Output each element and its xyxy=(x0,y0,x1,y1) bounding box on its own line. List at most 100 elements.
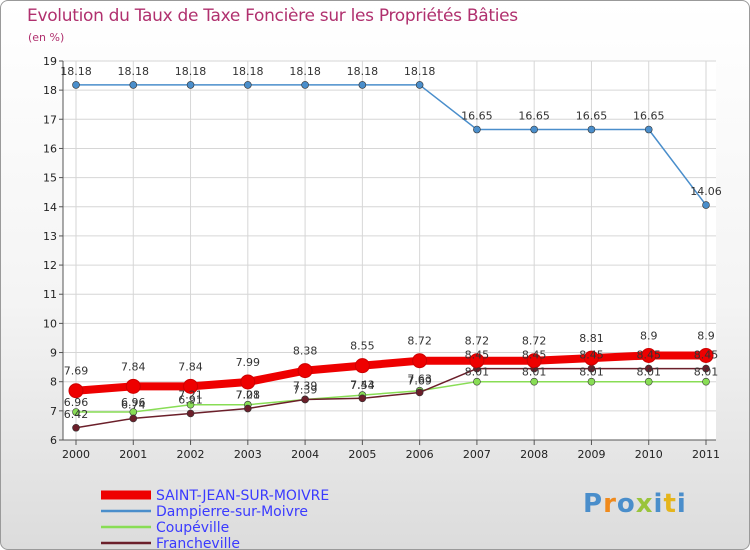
data-point xyxy=(644,364,653,373)
data-label: 6.74 xyxy=(121,398,146,411)
data-label: 8.45 xyxy=(522,349,547,362)
data-label: 16.65 xyxy=(461,110,493,123)
data-point xyxy=(129,81,138,89)
data-point xyxy=(641,347,657,363)
data-point xyxy=(301,395,309,404)
data-label: 8.72 xyxy=(522,335,547,348)
data-point xyxy=(526,353,542,369)
data-label: 8.01 xyxy=(522,366,547,379)
data-label: 16.65 xyxy=(633,110,665,123)
data-point xyxy=(530,125,538,134)
data-label: 7.84 xyxy=(121,360,146,373)
data-point xyxy=(301,81,309,89)
y-tick-label: 19 xyxy=(43,55,57,68)
data-point xyxy=(72,408,80,416)
data-point xyxy=(587,377,596,386)
x-tick-label: 2001 xyxy=(119,448,147,461)
data-label: 8.38 xyxy=(293,345,318,358)
data-point xyxy=(244,404,252,413)
series-line-coupeville xyxy=(75,380,707,413)
y-tick-label: 17 xyxy=(43,113,57,126)
data-label: 8.81 xyxy=(579,332,604,345)
data-point xyxy=(186,400,195,409)
data-point xyxy=(702,364,710,373)
data-label: 8.45 xyxy=(465,349,490,362)
data-point xyxy=(473,377,481,386)
y-tick-label: 16 xyxy=(43,142,57,155)
data-point xyxy=(415,388,424,397)
data-point xyxy=(587,125,596,134)
data-label: 7.08 xyxy=(236,389,261,402)
data-point xyxy=(415,81,424,89)
x-tick-label: 2006 xyxy=(406,448,434,461)
y-unit-label: (en %) xyxy=(28,31,65,44)
x-tick-label: 2008 xyxy=(520,448,548,461)
data-label: 6.91 xyxy=(178,393,203,406)
data-label: 7.21 xyxy=(178,389,203,402)
data-point xyxy=(183,378,199,394)
y-tick-label: 15 xyxy=(43,172,57,185)
data-label: 18.18 xyxy=(118,65,150,78)
y-tick-label: 10 xyxy=(43,317,57,330)
data-label: 6.96 xyxy=(121,396,146,409)
y-tick-label: 11 xyxy=(43,288,57,301)
data-label: 7.39 xyxy=(293,383,318,396)
legend-label-francheville: Francheville xyxy=(156,536,240,549)
data-label: 8.45 xyxy=(636,349,661,362)
data-label: 7.43 xyxy=(350,378,375,391)
data-point xyxy=(469,353,485,369)
plot-area xyxy=(63,61,716,440)
data-label: 18.18 xyxy=(404,65,436,78)
data-point xyxy=(698,347,714,363)
data-point xyxy=(240,374,256,390)
data-point xyxy=(72,423,80,432)
data-point xyxy=(644,125,653,134)
data-point xyxy=(297,363,313,379)
data-label: 8.9 xyxy=(697,329,715,342)
data-point xyxy=(530,377,538,386)
data-label: 18.18 xyxy=(60,65,92,78)
data-point xyxy=(702,377,710,386)
data-label: 8.72 xyxy=(465,335,490,348)
series-line-dampierre-sur-moivre xyxy=(75,84,707,206)
data-label: 7.21 xyxy=(236,389,261,402)
data-point xyxy=(358,81,367,89)
data-point xyxy=(186,409,195,418)
data-point xyxy=(644,377,653,386)
data-label: 8.01 xyxy=(694,366,719,379)
legend-label-dampierre-sur-moivre: Dampierre-sur-Moivre xyxy=(156,504,308,520)
data-label: 7.69 xyxy=(407,375,432,388)
data-label: 7.99 xyxy=(236,356,261,369)
data-point xyxy=(129,414,138,423)
chart-title: Evolution du Taux de Taxe Foncière sur l… xyxy=(27,6,518,26)
y-tick-label: 9 xyxy=(50,347,57,360)
data-label: 7.39 xyxy=(293,379,318,392)
proxiti-logo: Proxiti xyxy=(583,489,687,519)
x-tick-label: 2002 xyxy=(177,448,205,461)
x-tick-label: 2003 xyxy=(234,448,262,461)
data-label: 8.55 xyxy=(350,340,375,353)
y-tick-label: 14 xyxy=(43,201,57,214)
y-tick-label: 13 xyxy=(43,230,57,243)
legend-label-saint-jean-sur-moivre: SAINT-JEAN-SUR-MOIVRE xyxy=(156,488,329,504)
y-tick-label: 6 xyxy=(50,434,57,447)
data-point xyxy=(125,378,141,394)
series-line-saint-jean-sur-moivre xyxy=(72,351,710,395)
x-tick-label: 2000 xyxy=(62,448,90,461)
data-point xyxy=(412,353,428,369)
x-tick-label: 2005 xyxy=(348,448,376,461)
data-label: 18.18 xyxy=(347,65,379,78)
data-label: 8.01 xyxy=(579,366,604,379)
data-point xyxy=(72,81,80,89)
x-tick-label: 2009 xyxy=(577,448,605,461)
data-point xyxy=(358,394,367,403)
data-label: 16.65 xyxy=(518,110,550,123)
y-tick-label: 18 xyxy=(43,84,57,97)
x-tick-label: 2011 xyxy=(692,448,720,461)
y-tick-label: 7 xyxy=(50,405,57,418)
data-label: 14.06 xyxy=(690,185,722,198)
data-label: 8.72 xyxy=(407,335,432,348)
data-label: 18.18 xyxy=(175,65,207,78)
